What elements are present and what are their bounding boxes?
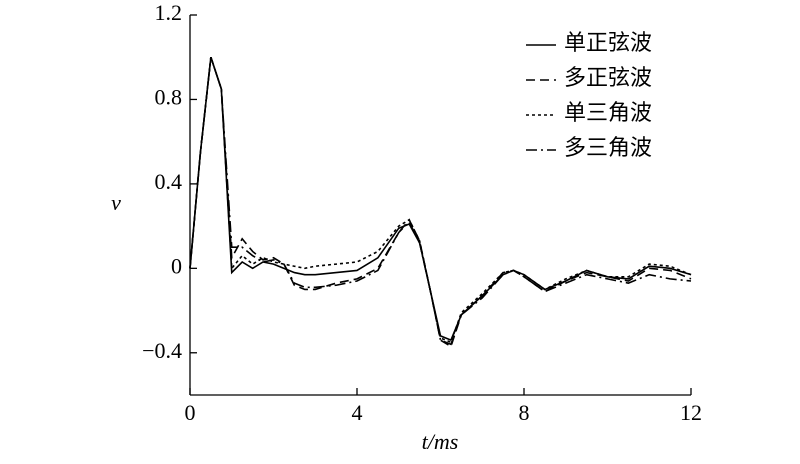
line (189, 56, 692, 346)
x-axis-label: t/ms (422, 429, 459, 454)
x-tick-label: 4 (352, 400, 363, 425)
legend-label: 多三角波 (564, 135, 652, 160)
x-tick-label: 8 (519, 400, 530, 425)
line (189, 56, 692, 344)
y-tick-label: 1.2 (155, 0, 183, 25)
legend-label: 单三角波 (564, 100, 652, 125)
y-tick-label: 0.8 (155, 84, 183, 109)
legend-label: 单正弦波 (564, 30, 652, 55)
y-tick-label: 0 (171, 253, 182, 278)
legend-label: 多正弦波 (564, 65, 652, 90)
y-tick-label: 0.4 (155, 169, 183, 194)
y-axis-label: v (111, 190, 121, 215)
y-tick-label: −0.4 (142, 338, 182, 363)
x-tick-label: 0 (185, 400, 196, 425)
x-tick-label: 12 (680, 400, 702, 425)
